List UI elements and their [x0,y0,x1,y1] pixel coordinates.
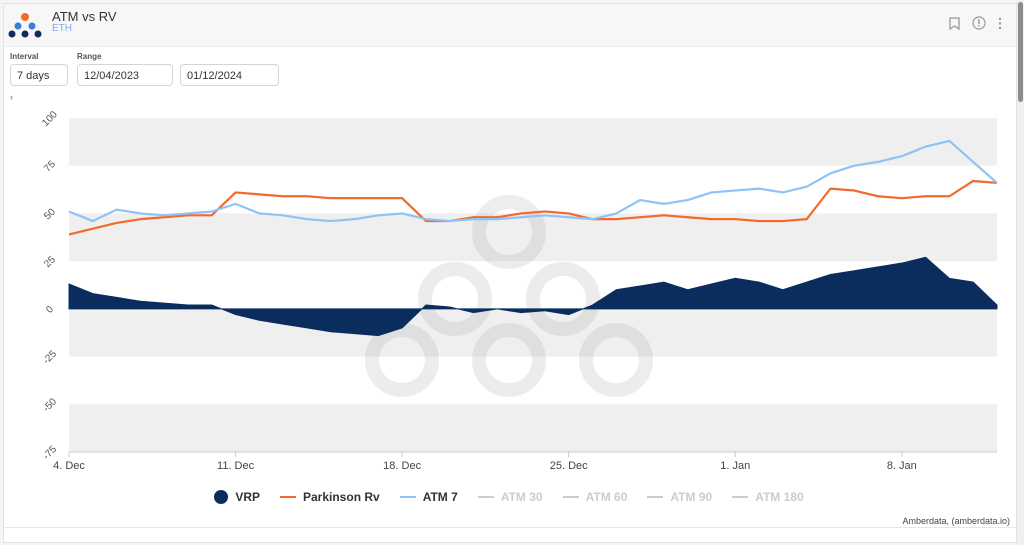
y-tick-label: -25 [41,348,59,366]
legend-item[interactable]: ATM 30 [477,490,543,504]
y-tick-label: 75 [42,159,58,175]
range-label: Range [77,52,102,61]
y-tick-label: 50 [42,206,58,222]
legend-item[interactable]: ATM 180 [732,490,804,504]
interval-select[interactable]: 7 days [10,64,68,86]
more-options-icon[interactable] [998,17,1002,30]
chart-card: ATM vs RV ETH Interval 7 days Range 12/0… [3,3,1017,543]
legend-label: ATM 7 [422,490,458,504]
legend-label: VRP [235,490,260,504]
scroll-thumb[interactable] [1018,2,1023,102]
legend-label: ATM 30 [500,490,543,504]
legend-label: ATM 60 [585,490,628,504]
chart-legend: VRP Parkinson Rv ATM 7 ATM 30 ATM 60 ATM 90 AT… [4,490,1014,504]
page-scrollbar[interactable] [1017,0,1024,545]
x-tick-label: 8. Jan [887,460,917,472]
chevron-right-icon[interactable]: › [10,92,13,102]
y-tick-label: -50 [41,396,59,414]
info-icon[interactable] [972,16,986,30]
chart-credit[interactable]: Amberdata, (amberdata.io) [902,516,1010,526]
legend-item[interactable]: ATM 90 [647,490,712,504]
legend-item[interactable]: ATM 7 [399,490,458,504]
series-parkinson-rv-line [68,179,998,236]
x-tick-label: 18. Dec [383,460,421,472]
x-tick-label: 1. Jan [720,460,750,472]
legend-item[interactable]: Parkinson Rv [280,490,380,504]
chart-subtitle: ETH [52,23,72,34]
grid-band [69,118,997,166]
x-tick-label: 25. Dec [550,460,588,472]
legend-line-icon [477,496,494,498]
legend-line-icon [732,496,749,498]
y-tick-label: 100 [40,109,60,129]
card-header: ATM vs RV ETH [4,4,1016,47]
legend-item[interactable]: VRP [214,490,260,504]
legend-line-icon [399,496,416,498]
y-tick-label: 0 [44,304,56,316]
amberdata-logo-icon [8,13,42,38]
legend-item[interactable]: ATM 60 [562,490,628,504]
legend-line-icon [280,496,296,498]
legend-label: Parkinson Rv [303,490,380,504]
series-atm-7-line [68,139,998,223]
chart-title: ATM vs RV [52,9,117,24]
range-end-input[interactable]: 01/12/2024 [180,64,279,86]
grid-band [69,213,997,262]
x-tick-label: 4. Dec [53,460,85,472]
amberdata-watermark-icon [365,195,653,397]
range-start-input[interactable]: 12/04/2023 [77,64,173,86]
grid-band [69,404,997,452]
grid-band [69,308,997,357]
y-tick-label: 25 [42,254,58,270]
bookmark-icon[interactable] [949,16,960,30]
legend-label: ATM 90 [670,490,713,504]
legend-dot-icon [214,490,229,504]
legend-line-icon [647,496,664,498]
interval-label: Interval [10,52,39,61]
legend-line-icon [562,496,579,498]
card-footer [4,527,1016,542]
legend-label: ATM 180 [755,490,804,504]
x-tick-label: 11. Dec [217,460,255,472]
